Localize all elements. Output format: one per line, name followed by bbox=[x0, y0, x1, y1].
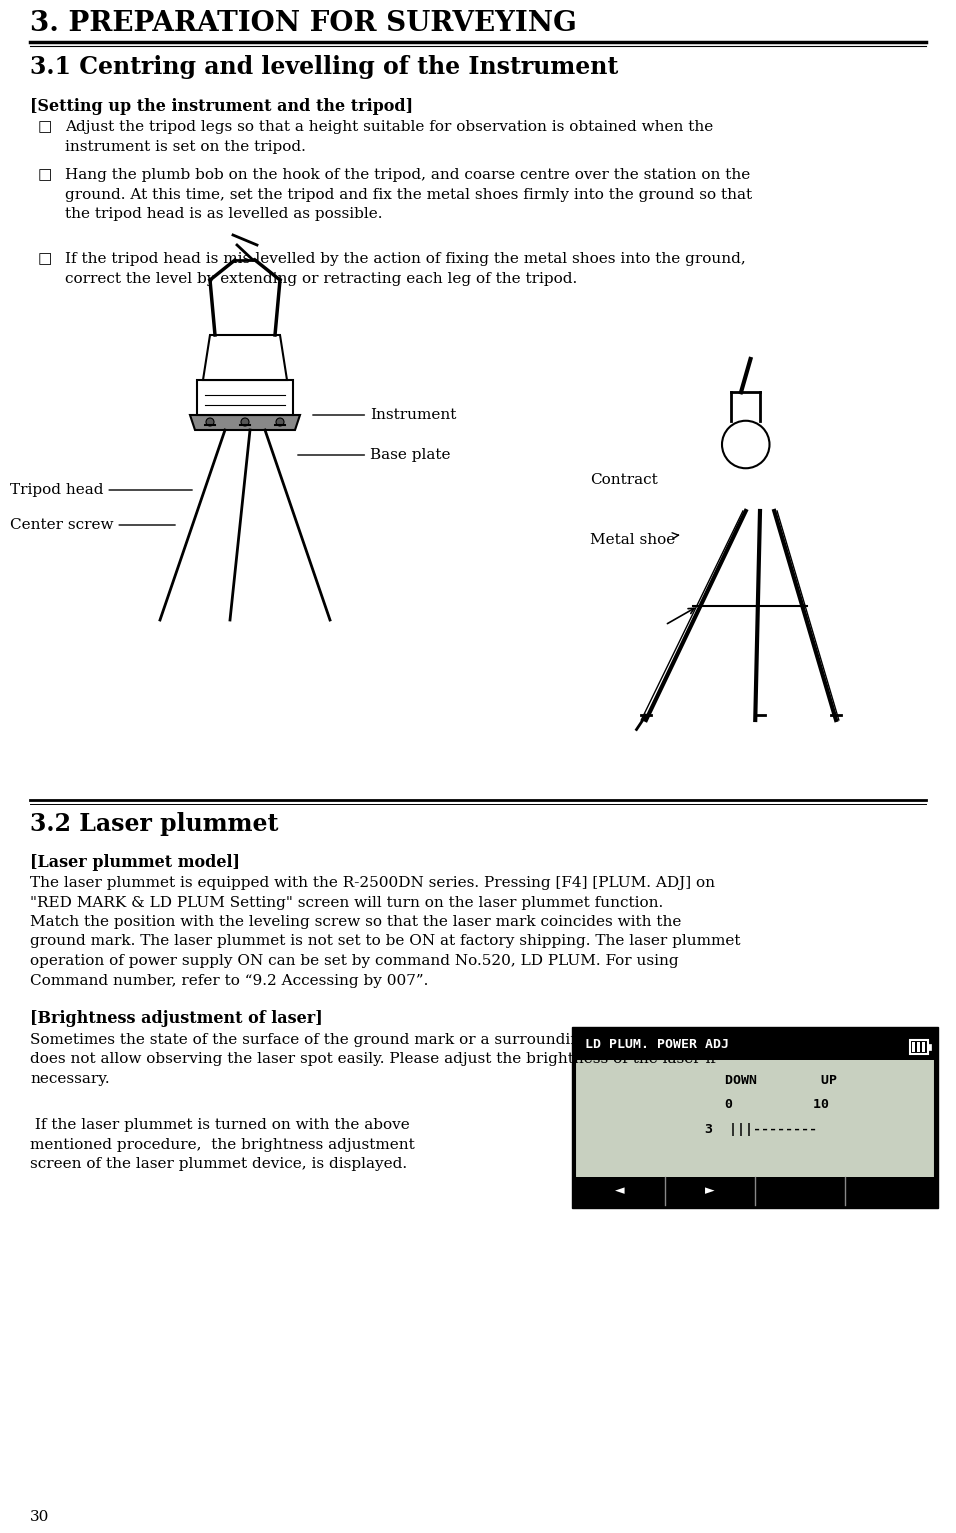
Bar bbox=[575, 1177, 935, 1205]
Text: Contract: Contract bbox=[590, 474, 658, 487]
Circle shape bbox=[206, 419, 214, 426]
Bar bbox=[917, 1042, 921, 1052]
Text: [Laser plummet model]: [Laser plummet model] bbox=[30, 854, 240, 871]
Text: Instrument: Instrument bbox=[313, 408, 456, 422]
Text: DOWN        UP: DOWN UP bbox=[725, 1073, 837, 1087]
Text: 3. PREPARATION FOR SURVEYING: 3. PREPARATION FOR SURVEYING bbox=[30, 11, 576, 37]
Bar bbox=[928, 1044, 931, 1050]
Bar bbox=[910, 1039, 928, 1055]
Text: [Brightness adjustment of laser]: [Brightness adjustment of laser] bbox=[30, 1010, 323, 1027]
Text: Center screw: Center screw bbox=[10, 518, 175, 532]
Circle shape bbox=[241, 419, 249, 426]
Text: ◄: ◄ bbox=[616, 1185, 625, 1197]
Text: Sometimes the state of the surface of the ground mark or a surrounding environme: Sometimes the state of the surface of th… bbox=[30, 1033, 716, 1085]
Text: The laser plummet is equipped with the R-2500DN series. Pressing [F4] [PLUM. ADJ: The laser plummet is equipped with the R… bbox=[30, 875, 741, 987]
Text: Adjust the tripod legs so that a height suitable for observation is obtained whe: Adjust the tripod legs so that a height … bbox=[65, 120, 713, 153]
Text: Hang the plumb bob on the hook of the tripod, and coarse centre over the station: Hang the plumb bob on the hook of the tr… bbox=[65, 169, 752, 221]
Circle shape bbox=[722, 420, 770, 468]
Circle shape bbox=[276, 419, 284, 426]
Text: If the laser plummet is turned on with the above
mentioned procedure,  the brigh: If the laser plummet is turned on with t… bbox=[30, 1118, 415, 1171]
Text: Tripod head: Tripod head bbox=[10, 483, 192, 497]
Bar bbox=[912, 1042, 916, 1052]
Text: □: □ bbox=[38, 169, 53, 182]
Text: LD PLUM. POWER ADJ: LD PLUM. POWER ADJ bbox=[585, 1038, 729, 1052]
Text: □: □ bbox=[38, 120, 53, 133]
Polygon shape bbox=[190, 415, 300, 429]
Text: 3  |||--------: 3 |||-------- bbox=[705, 1124, 817, 1136]
Text: 3.2 Laser plummet: 3.2 Laser plummet bbox=[30, 812, 278, 835]
Bar bbox=[922, 1042, 925, 1052]
Text: 0          10: 0 10 bbox=[725, 1099, 829, 1111]
Bar bbox=[575, 1030, 935, 1059]
Text: ►: ► bbox=[706, 1185, 715, 1197]
Text: □: □ bbox=[38, 251, 53, 267]
Bar bbox=[572, 1027, 938, 1208]
Text: 3.1 Centring and levelling of the Instrument: 3.1 Centring and levelling of the Instru… bbox=[30, 55, 619, 80]
Text: [Setting up the instrument and the tripod]: [Setting up the instrument and the tripo… bbox=[30, 98, 413, 115]
Polygon shape bbox=[203, 336, 287, 380]
Text: 30: 30 bbox=[30, 1510, 50, 1524]
Bar bbox=[575, 1030, 935, 1205]
Text: If the tripod head is mis-levelled by the action of fixing the metal shoes into : If the tripod head is mis-levelled by th… bbox=[65, 251, 746, 285]
Bar bbox=[197, 380, 293, 415]
Text: Metal shoe: Metal shoe bbox=[590, 533, 679, 547]
Text: Base plate: Base plate bbox=[297, 448, 450, 461]
